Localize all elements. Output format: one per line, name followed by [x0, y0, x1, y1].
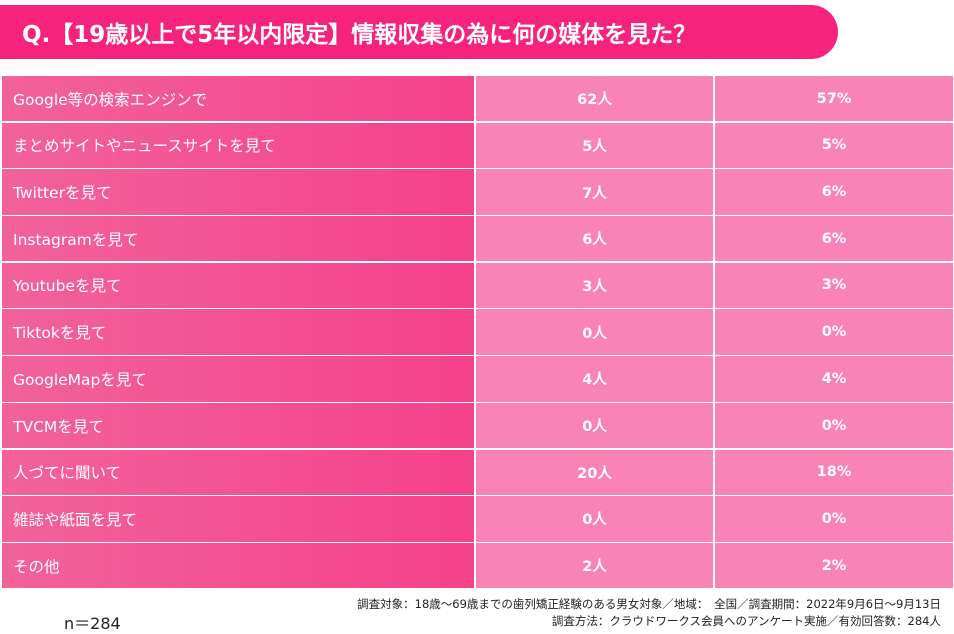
- survey-note-method: 調査方法：クラウドワークス会員へのアンケート実施／有効回答数：284人: [551, 614, 941, 628]
- row-count: 4人: [476, 356, 713, 402]
- survey-notes: 調査対象：18歳〜69歳までの歯列矯正経験のある男女対象／地域： 全国／調査期間…: [357, 596, 941, 630]
- row-count: 62人: [476, 76, 713, 122]
- row-count: 6人: [476, 216, 713, 262]
- survey-note-target: 調査対象：18歳〜69歳までの歯列矯正経験のある男女対象／地域： 全国／調査期間…: [357, 597, 941, 611]
- row-count: 0人: [476, 402, 713, 449]
- table-row: Tiktokを見て 0人 0%: [2, 309, 953, 355]
- row-label: Google等の検索エンジンで: [2, 76, 474, 122]
- row-percent: 0%: [715, 402, 953, 449]
- row-count: 5人: [476, 122, 713, 169]
- table-row: 人づてに聞いて 20人 18%: [2, 449, 953, 495]
- table-row: Youtubeを見て 3人 3%: [2, 262, 953, 309]
- row-count: 0人: [476, 496, 713, 542]
- row-label: その他: [2, 542, 474, 589]
- row-percent: 6%: [715, 216, 953, 262]
- row-percent: 0%: [715, 496, 953, 542]
- sample-size: n＝284: [64, 614, 121, 633]
- row-count: 20人: [476, 449, 713, 495]
- row-percent: 0%: [715, 309, 953, 355]
- results-table: Google等の検索エンジンで 62人 57% まとめサイトやニュースサイトを見…: [2, 76, 953, 589]
- table-row: TVCMを見て 0人 0%: [2, 402, 953, 449]
- row-label: TVCMを見て: [2, 402, 474, 449]
- row-label: GoogleMapを見て: [2, 356, 474, 402]
- table-row: その他 2人 2%: [2, 542, 953, 589]
- row-label: まとめサイトやニュースサイトを見て: [2, 122, 474, 169]
- row-percent: 6%: [715, 169, 953, 215]
- row-label: Twitterを見て: [2, 169, 474, 215]
- row-label: Instagramを見て: [2, 216, 474, 262]
- row-count: 2人: [476, 542, 713, 589]
- row-percent: 5%: [715, 122, 953, 169]
- table-row: GoogleMapを見て 4人 4%: [2, 356, 953, 402]
- row-count: 0人: [476, 309, 713, 355]
- row-percent: 57%: [715, 76, 953, 122]
- page-title: Q.【19歳以上で5年以内限定】情報収集の為に何の媒体を見た？: [22, 22, 697, 48]
- row-percent: 18%: [715, 449, 953, 495]
- row-percent: 3%: [715, 262, 953, 309]
- row-label: Tiktokを見て: [2, 309, 474, 355]
- row-count: 3人: [476, 262, 713, 309]
- row-percent: 4%: [715, 356, 953, 402]
- row-label: 人づてに聞いて: [2, 449, 474, 495]
- row-label: Youtubeを見て: [2, 262, 474, 309]
- row-percent: 2%: [715, 542, 953, 589]
- row-count: 7人: [476, 169, 713, 215]
- table-row: Google等の検索エンジンで 62人 57%: [2, 76, 953, 122]
- row-label: 雑誌や紙面を見て: [2, 496, 474, 542]
- table-row: Twitterを見て 7人 6%: [2, 169, 953, 215]
- title-bar: Q.【19歳以上で5年以内限定】情報収集の為に何の媒体を見た？: [0, 5, 838, 59]
- table-row: 雑誌や紙面を見て 0人 0%: [2, 496, 953, 542]
- table-row: まとめサイトやニュースサイトを見て 5人 5%: [2, 122, 953, 169]
- table-row: Instagramを見て 6人 6%: [2, 216, 953, 262]
